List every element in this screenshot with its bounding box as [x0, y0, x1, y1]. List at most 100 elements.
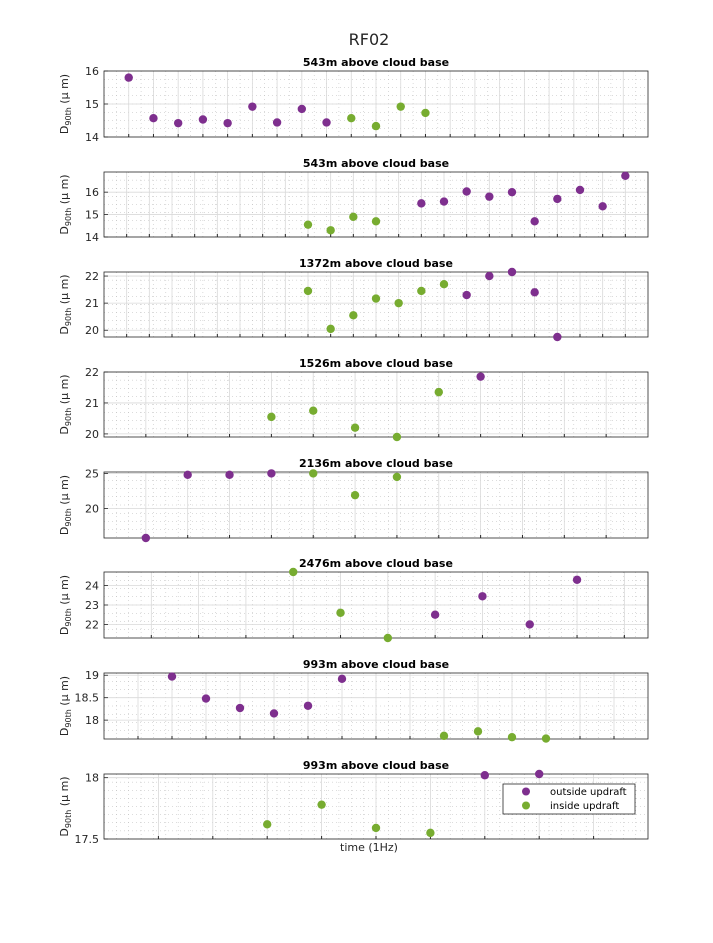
outside-point	[553, 194, 562, 204]
outside-point	[267, 469, 276, 478]
minor-grid	[104, 472, 648, 538]
outside-point	[297, 104, 307, 114]
inside-point	[347, 113, 356, 123]
inside-point	[421, 108, 430, 118]
outside-point	[417, 199, 426, 208]
inside-point	[263, 820, 272, 829]
inside-point	[371, 217, 381, 226]
outside-point	[269, 709, 279, 718]
minor-grid	[104, 372, 648, 437]
inside-point	[350, 423, 360, 432]
y-axis-label: D90th (μ m)	[58, 74, 73, 134]
outside-point	[530, 217, 539, 226]
outside-point	[201, 694, 211, 703]
outside-point	[183, 470, 192, 480]
inside-point	[392, 472, 402, 482]
axes-box	[103, 672, 649, 740]
y-tick-label: 18	[85, 714, 99, 727]
inside-point	[417, 286, 426, 296]
panel-2: 14 15 16 543m above cloud base D90th (μ m)	[58, 157, 649, 244]
panel-title: 993m above cloud base	[303, 658, 449, 671]
axes-box	[103, 371, 649, 438]
outside-point	[478, 592, 487, 601]
y-tick-label: 18	[85, 772, 99, 785]
inside-point	[473, 727, 483, 736]
outside-point	[507, 267, 517, 277]
inside-point	[289, 567, 298, 577]
major-grid	[104, 172, 648, 238]
outside-point	[485, 271, 494, 281]
inside-point	[434, 387, 443, 397]
panel-title: 543m above cloud base	[303, 56, 449, 69]
y-tick-label: 17.5	[75, 833, 100, 846]
y-tick-label: 25	[85, 467, 99, 480]
y-axis-label: D90th (μ m)	[58, 776, 73, 836]
panel-title: 2136m above cloud base	[299, 457, 453, 470]
y-tick-label: 23	[85, 599, 99, 612]
inside-point	[326, 324, 335, 334]
y-tick-label: 22	[85, 270, 99, 283]
inside-point	[317, 800, 326, 809]
outside-point	[167, 672, 177, 681]
panel-4: 20 21 22 1526m above cloud base D90th (μ m)	[58, 357, 649, 442]
y-axis-label: D90th (μ m)	[58, 374, 73, 434]
y-axis-label: D90th (μ m)	[58, 676, 73, 736]
y-tick-label: 16	[85, 65, 99, 78]
inside-point	[267, 412, 276, 422]
y-axis-label: D90th (μ m)	[58, 274, 73, 334]
legend-inside-label: inside updraft	[550, 801, 619, 812]
major-grid	[104, 572, 648, 638]
y-tick-label: 21	[85, 397, 99, 410]
outside-point	[173, 118, 183, 128]
y-tick-label: 18.5	[75, 692, 100, 705]
axes-box	[103, 571, 649, 639]
outside-point	[430, 610, 440, 619]
y-tick-label: 16	[85, 186, 99, 199]
outside-point	[530, 288, 539, 297]
inside-point	[303, 220, 313, 229]
major-grid	[104, 272, 648, 337]
figure-title: RF02	[349, 30, 390, 49]
panel-6: 22 23 24 2476m above cloud base D90th (μ m)	[58, 557, 649, 643]
outside-point	[507, 187, 517, 197]
outside-point	[322, 118, 331, 127]
panel-title: 1372m above cloud base	[299, 257, 453, 270]
outside-point	[439, 197, 449, 206]
outside-point	[225, 470, 234, 480]
inside-point	[349, 311, 358, 320]
y-tick-label: 15	[85, 209, 99, 222]
panel-title: 993m above cloud base	[303, 759, 449, 772]
outside-point	[535, 769, 544, 779]
outside-point	[572, 575, 582, 584]
outside-point	[476, 372, 485, 381]
y-tick-label: 20	[85, 324, 99, 337]
major-grid	[104, 673, 648, 739]
inside-point	[309, 469, 318, 478]
outside-point	[525, 620, 534, 629]
outside-point	[621, 171, 630, 181]
y-axis-label: D90th (μ m)	[58, 575, 73, 635]
y-tick-label: 15	[85, 98, 99, 111]
outside-point	[149, 113, 158, 123]
y-tick-label: 14	[85, 231, 99, 244]
panel-1: 14 15 16 543m above cloud base D90th (μ m)	[58, 56, 649, 144]
inside-point	[350, 490, 360, 500]
y-tick-label: 24	[85, 580, 99, 593]
panel-title: 543m above cloud base	[303, 157, 449, 170]
inside-point	[392, 432, 402, 442]
panel-title: 2476m above cloud base	[299, 557, 453, 570]
inside-point	[326, 226, 335, 235]
inside-point	[396, 102, 405, 111]
axes-box	[103, 171, 649, 238]
inside-point	[371, 823, 381, 833]
outside-point	[553, 332, 562, 342]
y-axis-label: D90th (μ m)	[58, 174, 73, 234]
inside-point	[309, 406, 318, 415]
panel-7: 18 18.5 19 993m above cloud base D90th (μ m)	[58, 658, 649, 743]
panel-3: 20 21 22 1372m above cloud base D90th (μ m)	[58, 257, 649, 342]
inside-point	[349, 212, 358, 222]
inside-point	[394, 298, 403, 308]
y-tick-label: 22	[85, 618, 99, 631]
